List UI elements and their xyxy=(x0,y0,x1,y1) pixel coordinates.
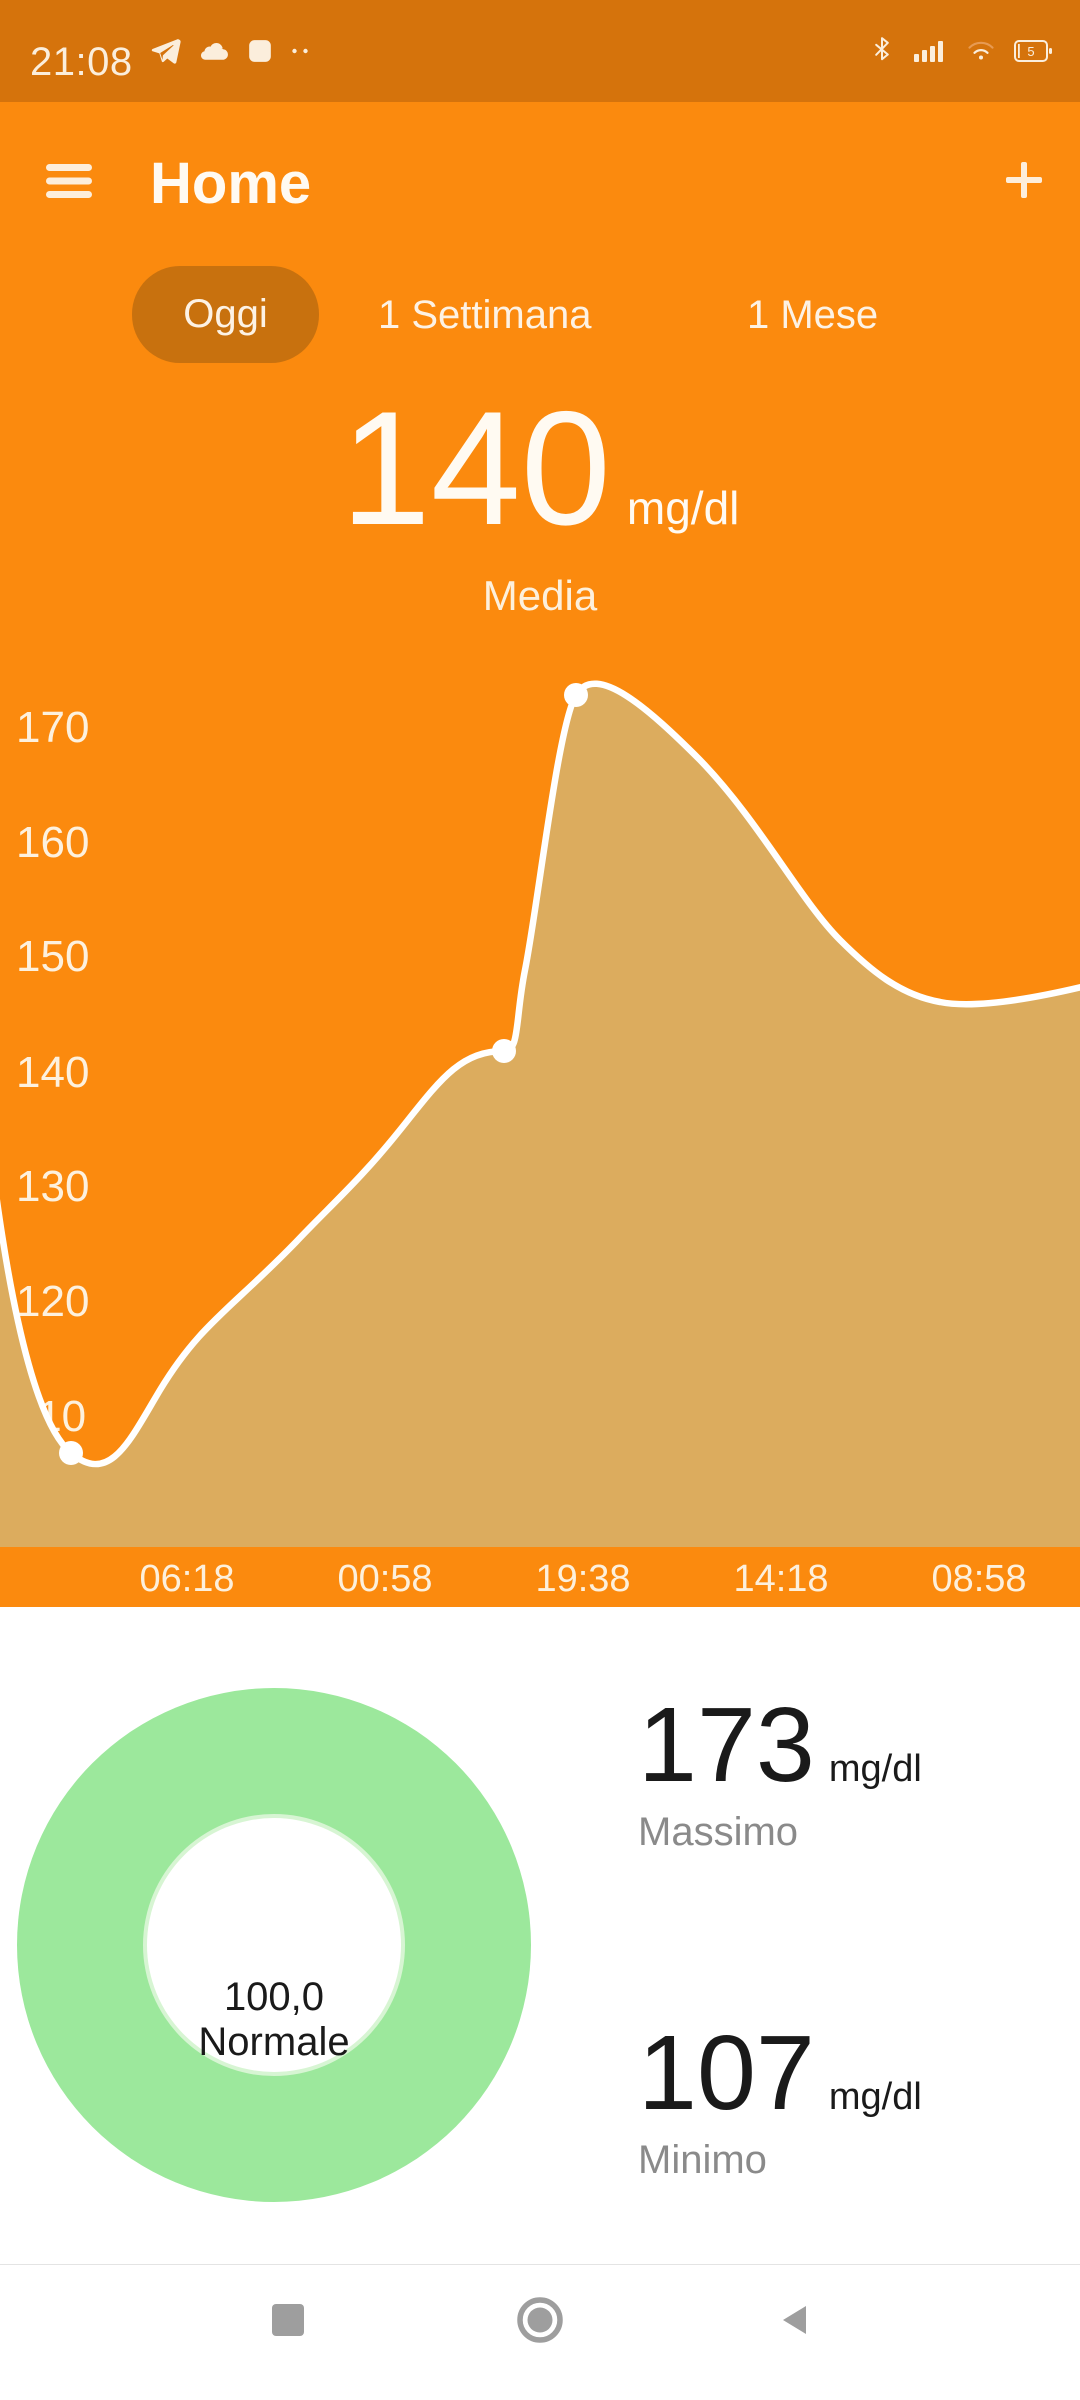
svg-text:5: 5 xyxy=(1027,44,1034,59)
